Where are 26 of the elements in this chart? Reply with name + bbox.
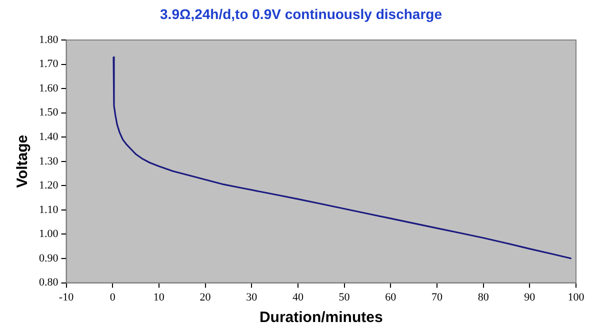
y-tick-label: 1.50 [39,106,59,119]
x-tick-label: 100 [568,291,585,304]
y-tick-label: 0.80 [39,276,59,289]
x-tick-label: 40 [292,291,304,304]
chart-title: 3.9Ω,24h/d,to 0.9V continuously discharge [159,6,443,22]
y-tick-label: 1.00 [39,228,59,240]
x-tick-label: 60 [385,291,397,304]
x-tick-label: -10 [58,291,74,304]
x-tick-label: 0 [110,291,116,304]
y-tick-label: 1.70 [39,58,59,70]
y-tick-label: 1.20 [39,180,59,192]
y-tick-label: 0.90 [39,252,59,264]
x-tick-label: 90 [524,291,536,304]
x-tick-label: 50 [338,291,350,304]
y-tick-label: 1.10 [39,204,59,216]
x-tick-label: 20 [200,291,212,304]
y-axis-title: Voltage [14,134,32,188]
y-tick-label: 1.40 [39,131,59,144]
x-tick-label: 70 [431,291,443,304]
x-tick-label: 80 [478,291,490,304]
x-tick-label: 30 [246,291,258,304]
x-axis-title: Duration/minutes [259,309,383,326]
y-tick-label: 1.80 [39,34,59,46]
x-tick-label: 10 [153,291,165,304]
y-tick-label: 1.30 [39,155,59,168]
y-tick-label: 1.60 [39,82,59,94]
